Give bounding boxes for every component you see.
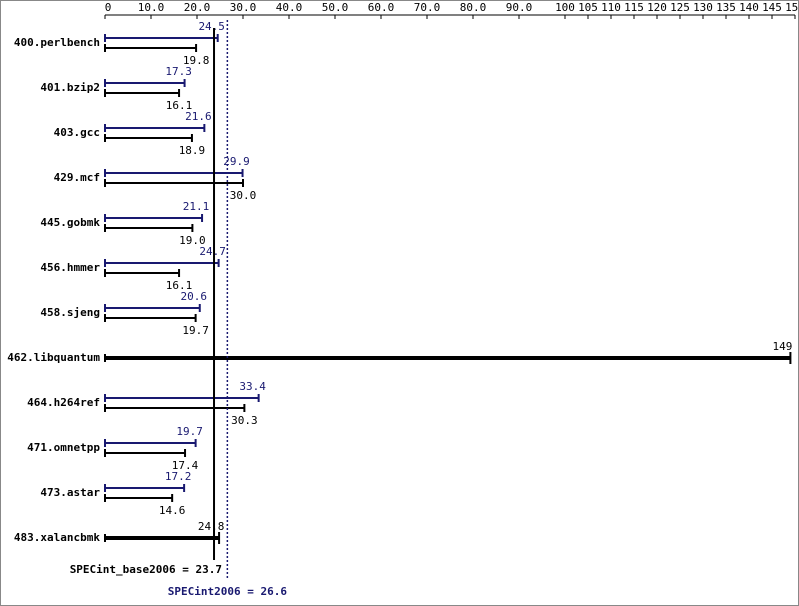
category-label: 445.gobmk bbox=[40, 216, 100, 229]
x-tick-label: 135 bbox=[716, 1, 736, 14]
category-label: 458.sjeng bbox=[40, 306, 100, 319]
x-tick-label: 20.0 bbox=[184, 1, 211, 14]
x-tick-label: 110 bbox=[601, 1, 621, 14]
x-tick-label: 10.0 bbox=[138, 1, 165, 14]
x-tick-label: 70.0 bbox=[414, 1, 441, 14]
value-label: 29.9 bbox=[223, 155, 250, 168]
x-tick-label: 80.0 bbox=[460, 1, 487, 14]
value-label: 33.4 bbox=[239, 380, 266, 393]
category-label: 473.astar bbox=[40, 486, 100, 499]
value-label: 17.3 bbox=[165, 65, 192, 78]
x-tick-label: 90.0 bbox=[506, 1, 533, 14]
value-label: 16.1 bbox=[166, 279, 193, 292]
x-tick-label: 145 bbox=[762, 1, 782, 14]
value-label: 18.9 bbox=[179, 144, 206, 157]
value-label: 14.6 bbox=[159, 504, 186, 517]
category-label: 471.omnetpp bbox=[27, 441, 100, 454]
value-label: 24.8 bbox=[198, 520, 225, 533]
category-label: 400.perlbench bbox=[14, 36, 100, 49]
category-label: 456.hmmer bbox=[40, 261, 100, 274]
x-tick-label: 60.0 bbox=[368, 1, 395, 14]
value-label: 16.1 bbox=[166, 99, 193, 112]
category-label: 403.gcc bbox=[54, 126, 100, 139]
value-label: 30.0 bbox=[230, 189, 257, 202]
value-label: 19.7 bbox=[182, 324, 209, 337]
x-tick-label: 0 bbox=[105, 1, 112, 14]
value-label: 19.0 bbox=[179, 234, 206, 247]
x-tick-label: 150 bbox=[785, 1, 799, 14]
value-label: 24.7 bbox=[199, 245, 226, 258]
value-label: 20.6 bbox=[181, 290, 208, 303]
value-label: 149 bbox=[772, 340, 792, 353]
value-label: 30.3 bbox=[231, 414, 258, 427]
x-tick-label: 120 bbox=[647, 1, 667, 14]
value-label: 24.5 bbox=[198, 20, 225, 33]
category-label: 483.xalancbmk bbox=[14, 531, 100, 544]
x-tick-label: 115 bbox=[624, 1, 644, 14]
value-label: 19.7 bbox=[176, 425, 203, 438]
x-tick-label: 130 bbox=[693, 1, 713, 14]
x-tick-label: 50.0 bbox=[322, 1, 349, 14]
x-tick-label: 140 bbox=[739, 1, 759, 14]
category-label: 429.mcf bbox=[54, 171, 100, 184]
value-label: 21.6 bbox=[185, 110, 212, 123]
x-tick-label: 40.0 bbox=[276, 1, 303, 14]
reference-label: SPECint2006 = 26.6 bbox=[168, 585, 288, 598]
category-label: 401.bzip2 bbox=[40, 81, 100, 94]
category-label: 462.libquantum bbox=[7, 351, 100, 364]
value-label: 21.1 bbox=[183, 200, 210, 213]
category-label: 464.h264ref bbox=[27, 396, 100, 409]
x-tick-label: 100 bbox=[555, 1, 575, 14]
value-label: 17.4 bbox=[172, 459, 199, 472]
x-tick-label: 105 bbox=[578, 1, 598, 14]
x-tick-label: 125 bbox=[670, 1, 690, 14]
value-label: 17.2 bbox=[165, 470, 192, 483]
value-label: 19.8 bbox=[183, 54, 210, 67]
x-tick-label: 30.0 bbox=[230, 1, 257, 14]
reference-label: SPECint_base2006 = 23.7 bbox=[70, 563, 222, 576]
